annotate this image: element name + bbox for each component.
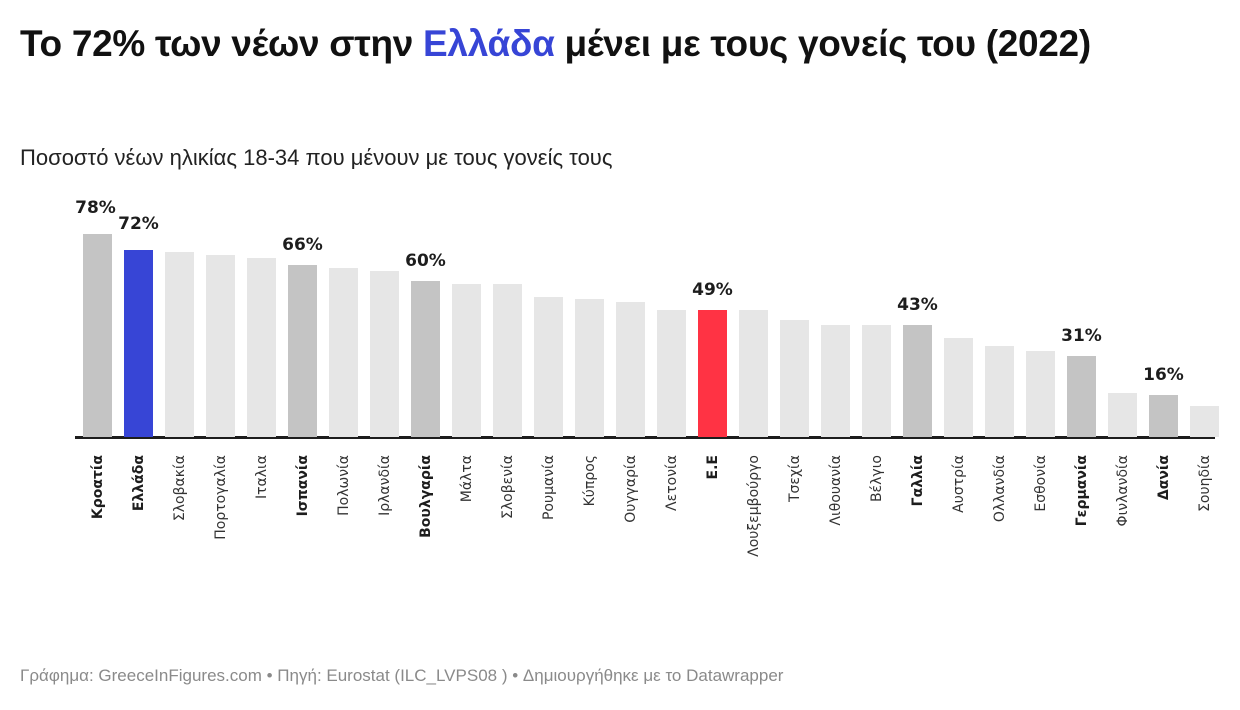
- bar-value-label: 60%: [405, 251, 446, 271]
- title-suffix: μένει με τους γονείς του (2022): [554, 23, 1092, 64]
- bar-14: [657, 310, 686, 437]
- x-axis-label: Ιρλανδία: [376, 455, 393, 516]
- title-prefix: Το 72% των νέων στην: [20, 23, 424, 64]
- bar-7: [370, 271, 399, 437]
- x-axis-label: Ρουμανία: [540, 455, 557, 521]
- bar-chart: 78% Κροατία 72% Ελλάδα Σλοβακία Πορτογαλία Ιτα…: [75, 198, 1219, 557]
- x-axis-label: Ιταλια: [253, 455, 270, 500]
- bar-16: [739, 310, 768, 437]
- bar-0: [83, 234, 112, 437]
- bar-1: [124, 250, 153, 437]
- x-axis-label: Κροατία: [89, 455, 106, 520]
- x-axis-label: Εσθονία: [1032, 455, 1049, 512]
- bar-value-label: 43%: [897, 295, 938, 315]
- bar-17: [780, 320, 809, 437]
- bar-23: [1026, 351, 1055, 437]
- x-axis-baseline: [75, 436, 1215, 439]
- bar-value-label: 72%: [118, 214, 159, 234]
- chart-title: Το 72% των νέων στην Ελλάδα μένει με του…: [20, 22, 1220, 66]
- bar-value-label: 78%: [75, 198, 116, 218]
- bar-20: [903, 325, 932, 437]
- bar-24: [1067, 356, 1096, 437]
- x-axis-label: Δανία: [1155, 455, 1172, 501]
- bar-value-label: 31%: [1061, 326, 1102, 346]
- bar-value-label: 49%: [692, 280, 733, 300]
- bar-19: [862, 325, 891, 437]
- bar-6: [329, 268, 358, 437]
- bar-5: [288, 265, 317, 437]
- bar-22: [985, 346, 1014, 437]
- x-axis-label: Λετονία: [663, 455, 680, 511]
- x-axis-label: Τσεχία: [786, 455, 803, 503]
- x-axis-label: Γαλλία: [909, 455, 926, 507]
- bar-18: [821, 325, 850, 437]
- bar-12: [575, 299, 604, 437]
- x-axis-label: Βουλγαρία: [417, 455, 434, 538]
- x-axis-label: Βέλγιο: [868, 455, 885, 503]
- x-axis-label: Ε.Ε: [704, 455, 721, 480]
- chart-subtitle: Ποσοστό νέων ηλικίας 18-34 που μένουν με…: [20, 145, 613, 170]
- bar-27: [1190, 406, 1219, 437]
- x-axis-label: Σλοβενία: [499, 455, 516, 519]
- x-axis-label: Σουηδία: [1196, 455, 1213, 512]
- bar-13: [616, 302, 645, 437]
- x-axis-label: Πολωνία: [335, 455, 352, 516]
- x-axis-label: Πορτογαλία: [212, 455, 229, 540]
- bar-3: [206, 255, 235, 437]
- bar-value-label: 16%: [1143, 365, 1184, 385]
- x-axis-label: Σλοβακία: [171, 455, 188, 522]
- bar-21: [944, 338, 973, 437]
- bar-26: [1149, 395, 1178, 437]
- x-axis-label: Λουξεμβούργο: [745, 455, 762, 557]
- bar-25: [1108, 393, 1137, 437]
- bar-15: [698, 310, 727, 437]
- bar-8: [411, 281, 440, 437]
- x-axis-label: Ελλάδα: [130, 455, 147, 512]
- x-axis-label: Φινλανδία: [1114, 455, 1131, 527]
- x-axis-label: Λιθουανία: [827, 455, 844, 526]
- bar-11: [534, 297, 563, 437]
- x-axis-label: Μάλτα: [458, 455, 475, 503]
- x-axis-label: Κύπρος: [581, 455, 598, 507]
- x-axis-label: Ουγγαρία: [622, 455, 639, 523]
- x-axis-label: Γερμανία: [1073, 455, 1090, 527]
- chart-footer-credits: Γράφημα: GreeceInFigures.com • Πηγή: Eur…: [20, 666, 784, 685]
- x-axis-label: Αυστρία: [950, 455, 967, 513]
- bar-4: [247, 258, 276, 437]
- bar-9: [452, 284, 481, 437]
- x-axis-label: Ισπανία: [294, 455, 311, 517]
- x-axis-label: Ολλανδία: [991, 455, 1008, 523]
- title-highlight-greece: Ελλάδα: [423, 23, 555, 64]
- bar-2: [165, 252, 194, 437]
- bar-value-label: 66%: [282, 235, 323, 255]
- bar-10: [493, 284, 522, 437]
